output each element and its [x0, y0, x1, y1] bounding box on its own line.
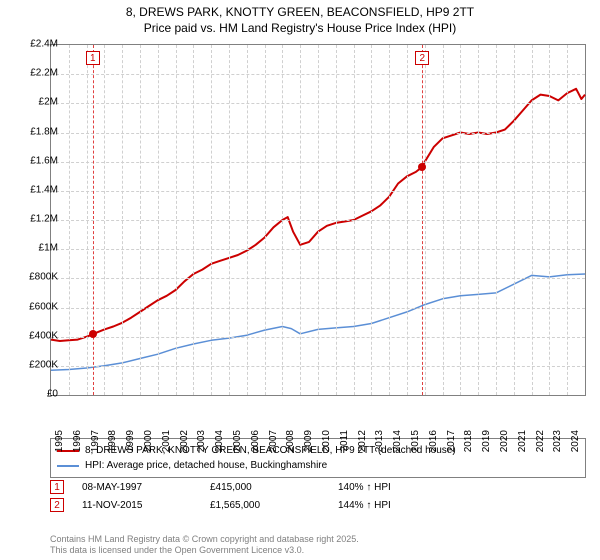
- x-axis-label: 1996: [72, 430, 83, 452]
- y-axis-label: £1.4M: [30, 184, 58, 195]
- x-axis-label: 2011: [339, 430, 350, 452]
- y-axis-label: £600K: [29, 301, 58, 312]
- sales-row-1: 1 08-MAY-1997 £415,000 140% ↑ HPI: [50, 478, 586, 496]
- x-axis-label: 2024: [570, 430, 581, 452]
- y-axis-label: £800K: [29, 272, 58, 283]
- footer-line-2: This data is licensed under the Open Gov…: [50, 545, 359, 556]
- sale-vertical-line: [93, 45, 94, 395]
- x-axis-label: 2015: [410, 430, 421, 452]
- legend-row-hpi: HPI: Average price, detached house, Buck…: [57, 458, 579, 473]
- y-axis-label: £1M: [39, 243, 58, 254]
- x-axis-label: 2006: [250, 430, 261, 452]
- sale-date-1: 08-MAY-1997: [82, 482, 192, 493]
- sale-dot: [418, 163, 426, 171]
- title-line-2: Price paid vs. HM Land Registry's House …: [0, 20, 600, 36]
- x-axis-label: 1999: [125, 430, 136, 452]
- sales-table: 1 08-MAY-1997 £415,000 140% ↑ HPI 2 11-N…: [50, 478, 586, 514]
- y-axis-label: £2M: [39, 97, 58, 108]
- x-axis-label: 2020: [499, 430, 510, 452]
- x-axis-label: 2007: [268, 430, 279, 452]
- x-axis-label: 2017: [446, 430, 457, 452]
- chart-footer: Contains HM Land Registry data © Crown c…: [50, 534, 359, 557]
- x-axis-label: 2014: [392, 430, 403, 452]
- y-axis-label: £200K: [29, 359, 58, 370]
- sale-price-1: £415,000: [210, 482, 320, 493]
- y-axis-label: £1.8M: [30, 126, 58, 137]
- chart-title: 8, DREWS PARK, KNOTTY GREEN, BEACONSFIEL…: [0, 0, 600, 36]
- sale-marker-box: 2: [415, 51, 429, 65]
- x-axis-label: 2008: [285, 430, 296, 452]
- x-axis-label: 2000: [143, 430, 154, 452]
- y-axis-label: £2.2M: [30, 68, 58, 79]
- x-axis-label: 1997: [90, 430, 101, 452]
- x-axis-label: 2019: [481, 430, 492, 452]
- x-axis-label: 2001: [161, 430, 172, 452]
- sales-row-2: 2 11-NOV-2015 £1,565,000 144% ↑ HPI: [50, 496, 586, 514]
- sale-marker-2: 2: [50, 498, 64, 512]
- x-axis-label: 2009: [303, 430, 314, 452]
- footer-line-1: Contains HM Land Registry data © Crown c…: [50, 534, 359, 545]
- y-axis-label: £1.6M: [30, 155, 58, 166]
- legend-swatch-hpi: [57, 465, 79, 467]
- legend-label-hpi: HPI: Average price, detached house, Buck…: [85, 458, 327, 473]
- chart-plot-area: 12: [50, 44, 586, 396]
- y-axis-label: £0: [47, 389, 58, 400]
- sale-dot: [89, 330, 97, 338]
- sale-hpi-2: 144% ↑ HPI: [338, 500, 448, 511]
- x-axis-label: 2022: [535, 430, 546, 452]
- y-axis-label: £2.4M: [30, 39, 58, 50]
- x-axis-label: 2023: [552, 430, 563, 452]
- sale-hpi-1: 140% ↑ HPI: [338, 482, 448, 493]
- x-axis-label: 2004: [214, 430, 225, 452]
- x-axis-label: 2021: [517, 430, 528, 452]
- x-axis-label: 2016: [428, 430, 439, 452]
- sale-marker-1: 1: [50, 480, 64, 494]
- x-axis-label: 1998: [107, 430, 118, 452]
- x-axis-label: 2018: [463, 430, 474, 452]
- sale-vertical-line: [422, 45, 423, 395]
- x-axis-label: 2013: [374, 430, 385, 452]
- x-axis-label: 2005: [232, 430, 243, 452]
- y-axis-label: £400K: [29, 330, 58, 341]
- sale-marker-box: 1: [86, 51, 100, 65]
- x-axis-label: 2010: [321, 430, 332, 452]
- sale-price-2: £1,565,000: [210, 500, 320, 511]
- x-axis-label: 2012: [357, 430, 368, 452]
- x-axis-label: 2003: [196, 430, 207, 452]
- title-line-1: 8, DREWS PARK, KNOTTY GREEN, BEACONSFIEL…: [0, 4, 600, 20]
- y-axis-label: £1.2M: [30, 214, 58, 225]
- x-axis-label: 2002: [179, 430, 190, 452]
- sale-date-2: 11-NOV-2015: [82, 500, 192, 511]
- x-axis-label: 1995: [54, 430, 65, 452]
